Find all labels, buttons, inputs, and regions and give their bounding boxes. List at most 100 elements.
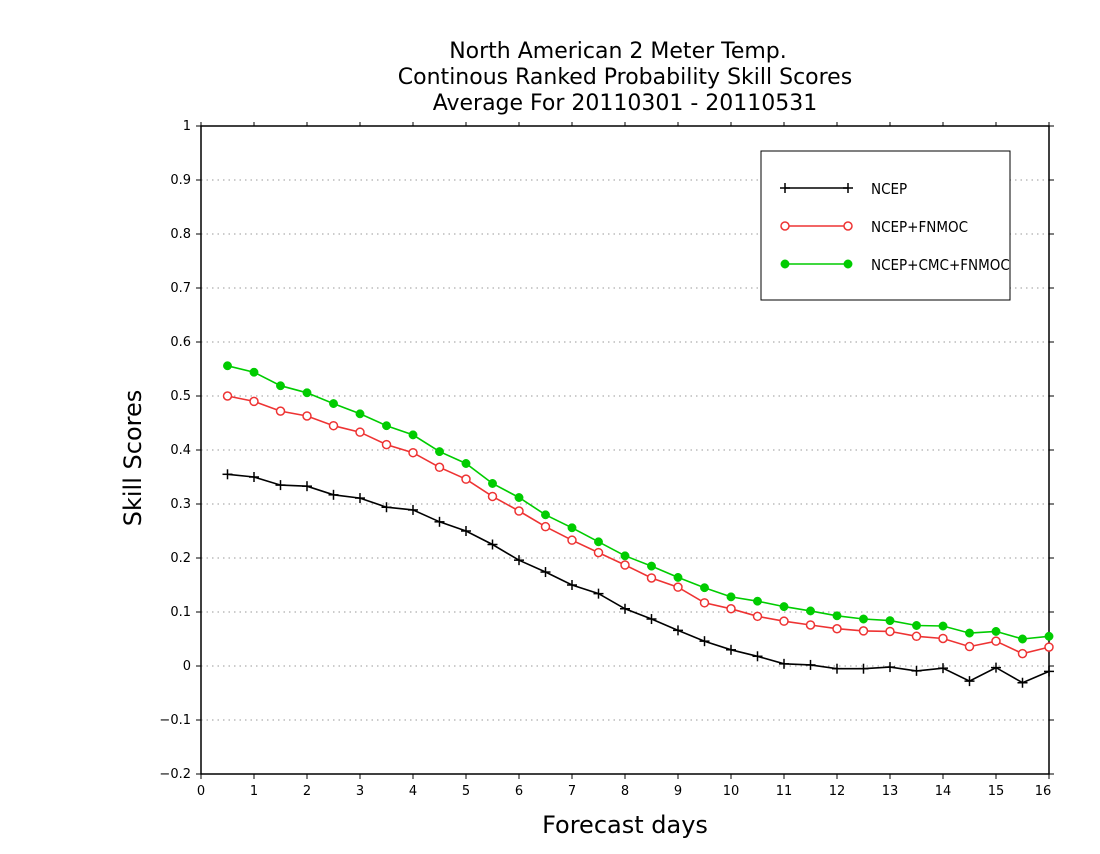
data-point	[328, 420, 339, 431]
data-point	[1044, 666, 1054, 677]
x-tick-label: 5	[462, 784, 470, 799]
data-point	[487, 491, 498, 502]
x-tick-label: 7	[568, 784, 576, 799]
data-point	[964, 676, 975, 687]
x-tick-label: 10	[723, 784, 740, 799]
legend-label: NCEP+CMC+FNMOC	[871, 256, 1010, 274]
data-point	[408, 504, 418, 515]
legend-entry: NCEP	[780, 180, 907, 198]
data-point	[1044, 631, 1054, 641]
data-point	[673, 572, 683, 582]
series-2	[222, 391, 1054, 659]
data-point	[843, 183, 853, 193]
data-point	[1044, 642, 1054, 652]
x-axis: 0 1 2 3 4 5 6 7 8 9 10 11 12 13 14 15 16	[197, 122, 1051, 799]
data-point	[965, 628, 974, 638]
data-point	[541, 510, 550, 520]
x-tick-label: 12	[829, 784, 846, 799]
data-point	[1017, 648, 1028, 659]
y-tick-label: 0.6	[170, 335, 191, 350]
data-point	[858, 663, 869, 674]
x-tick-label: 14	[935, 784, 952, 799]
title-line-2: Continous Ranked Probability Skill Score…	[398, 65, 852, 90]
x-tick-label: 4	[409, 784, 417, 799]
data-point	[912, 621, 921, 630]
data-point	[647, 561, 656, 571]
data-point	[806, 606, 815, 616]
data-point	[858, 626, 869, 636]
data-point	[222, 469, 233, 480]
data-point	[540, 521, 551, 532]
data-point	[832, 611, 842, 621]
data-point	[435, 447, 444, 457]
data-point	[249, 472, 259, 482]
series-line	[227, 473, 1050, 684]
data-point	[753, 596, 762, 606]
data-point	[302, 481, 312, 492]
x-tick-label: 2	[303, 784, 311, 799]
data-point	[700, 583, 709, 593]
data-point	[991, 626, 1001, 636]
data-point	[938, 633, 948, 644]
y-tick-label: 0.7	[170, 281, 191, 296]
data-point	[355, 409, 365, 419]
legend-label: NCEP	[871, 180, 907, 198]
data-point	[249, 367, 259, 377]
x-tick-label: 1	[250, 784, 258, 799]
data-point	[275, 480, 286, 491]
data-point	[885, 616, 895, 626]
x-tick-label: 15	[988, 784, 1005, 799]
data-point	[911, 665, 922, 676]
data-point	[381, 439, 392, 450]
series-group	[222, 361, 1054, 688]
data-point	[843, 259, 853, 269]
data-point	[620, 560, 630, 570]
y-tick-label: 0.2	[170, 551, 191, 566]
data-point	[620, 551, 630, 561]
x-tick-label: 11	[776, 784, 793, 799]
data-point	[408, 447, 418, 458]
data-point	[1017, 677, 1028, 688]
data-point	[805, 620, 816, 630]
data-point	[885, 662, 895, 673]
y-axis: 1 0.9 0.8 0.7 0.6 0.5 0.4 0.3 0.2 0.1 0 −0.1 −0.2	[159, 119, 1054, 782]
data-point	[461, 526, 471, 536]
data-point	[885, 626, 895, 637]
data-point	[673, 582, 683, 592]
data-point	[408, 430, 418, 440]
series-3	[223, 361, 1054, 644]
legend-entry: NCEP+CMC+FNMOC	[780, 256, 1010, 274]
data-point	[355, 493, 365, 504]
data-point	[593, 588, 604, 599]
data-point	[275, 406, 286, 416]
y-tick-label: 1	[183, 119, 191, 134]
data-point	[249, 396, 259, 407]
data-point	[328, 489, 339, 500]
data-point	[1018, 634, 1027, 644]
y-tick-label: 0.1	[170, 605, 191, 620]
data-point	[302, 388, 312, 398]
data-point	[302, 411, 312, 421]
data-point	[726, 644, 736, 655]
data-point	[646, 614, 657, 625]
data-point	[567, 535, 577, 545]
data-point	[911, 631, 922, 642]
legend-entry: NCEP+FNMOC	[780, 218, 968, 236]
data-point	[832, 623, 842, 634]
data-point	[461, 474, 471, 484]
x-tick-label: 16	[1035, 784, 1052, 799]
data-point	[843, 221, 853, 231]
data-point	[434, 462, 445, 473]
data-point	[752, 611, 763, 622]
data-point	[832, 663, 842, 674]
data-point	[938, 621, 948, 631]
series-line	[227, 395, 1050, 655]
data-point	[620, 603, 630, 614]
x-tick-label: 13	[882, 784, 899, 799]
y-tick-label: −0.2	[159, 767, 191, 782]
data-point	[938, 663, 948, 674]
data-point	[382, 421, 391, 431]
data-point	[780, 183, 790, 193]
